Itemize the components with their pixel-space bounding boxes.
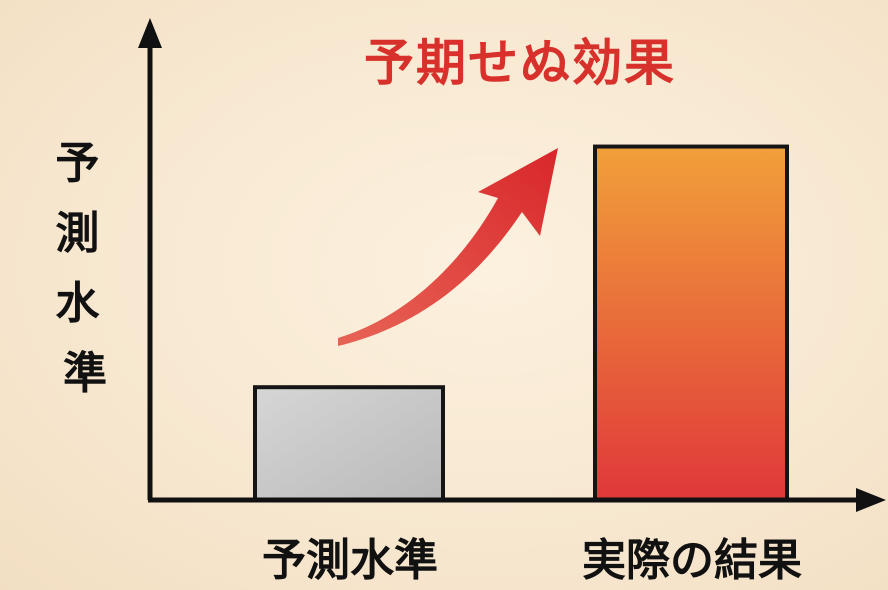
y-axis-label-char: 準 — [63, 348, 107, 399]
rising-arrow — [338, 148, 558, 346]
x-tick-label: 実際の結果 — [582, 535, 802, 586]
y-axis-label-char: 測 — [55, 208, 99, 259]
y-axis-label-char: 予 — [55, 138, 99, 189]
x-tick-label: 予測水準 — [262, 535, 438, 586]
x-tick-labels: 予測水準 実際の結果 — [262, 535, 802, 586]
y-axis-label-char: 水 — [55, 278, 100, 329]
bar-actual — [595, 147, 787, 500]
arrow-shape — [338, 148, 558, 346]
y-axis-arrowhead — [138, 18, 162, 48]
chart-title: 予期せぬ効果 — [364, 34, 676, 92]
bar-predicted — [255, 387, 443, 500]
y-axis-label: 予 測 水 準 — [55, 138, 114, 399]
x-axis-arrowhead — [856, 488, 886, 512]
